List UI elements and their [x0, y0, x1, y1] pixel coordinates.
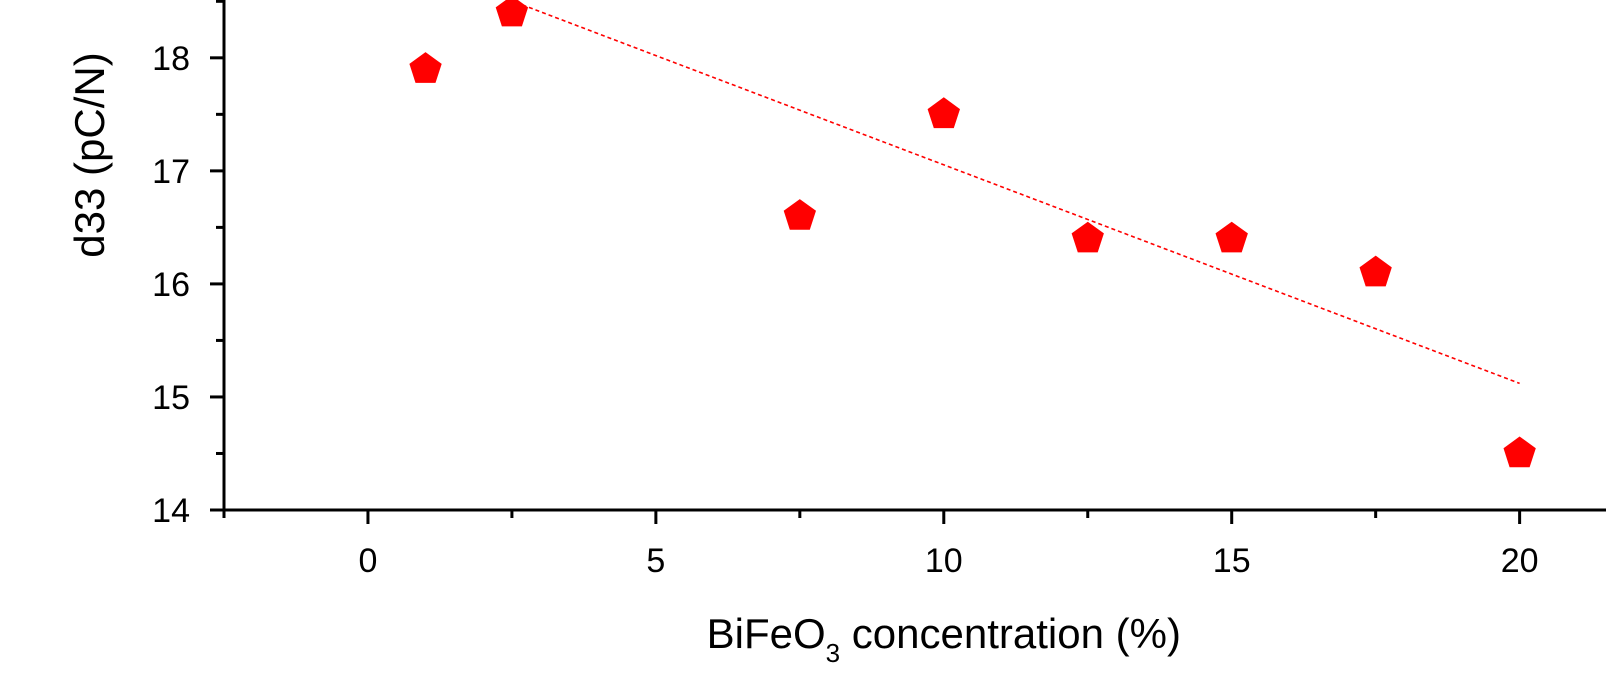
x-axis-title: BiFeO3 concentration (%)	[707, 610, 1181, 668]
y-tick-label: 14	[152, 492, 190, 530]
data-point	[927, 97, 960, 129]
y-tick-label: 15	[152, 379, 190, 417]
data-point	[1503, 436, 1536, 468]
x-axis: 0 5 10 15 20	[222, 508, 1606, 580]
x-tick-label: 0	[358, 542, 377, 580]
x-tick-label: 10	[925, 542, 963, 580]
x-axis-title-prefix: BiFeO	[707, 610, 826, 657]
data-point	[495, 0, 529, 27]
x-axis-title-suffix: concentration (%)	[840, 610, 1181, 657]
y-tick-label: 18	[152, 40, 190, 78]
x-tick-label: 15	[1213, 542, 1251, 580]
trendline	[507, 0, 1520, 385]
y-tick-label: 16	[152, 266, 190, 304]
y-axis-title: d33 (pC/N)	[66, 52, 113, 257]
data-point	[1071, 221, 1104, 253]
data-points	[409, 0, 1536, 468]
data-point	[1215, 221, 1248, 253]
y-tick-label: 17	[152, 153, 190, 191]
data-point	[409, 52, 442, 83]
y-axis: 14 15 16 17 18	[152, 0, 226, 530]
x-tick-label: 20	[1501, 542, 1539, 580]
data-point	[1359, 255, 1392, 287]
x-tick-label: 5	[646, 542, 665, 580]
data-point	[783, 199, 816, 230]
x-axis-title-subscript: 3	[826, 638, 840, 668]
